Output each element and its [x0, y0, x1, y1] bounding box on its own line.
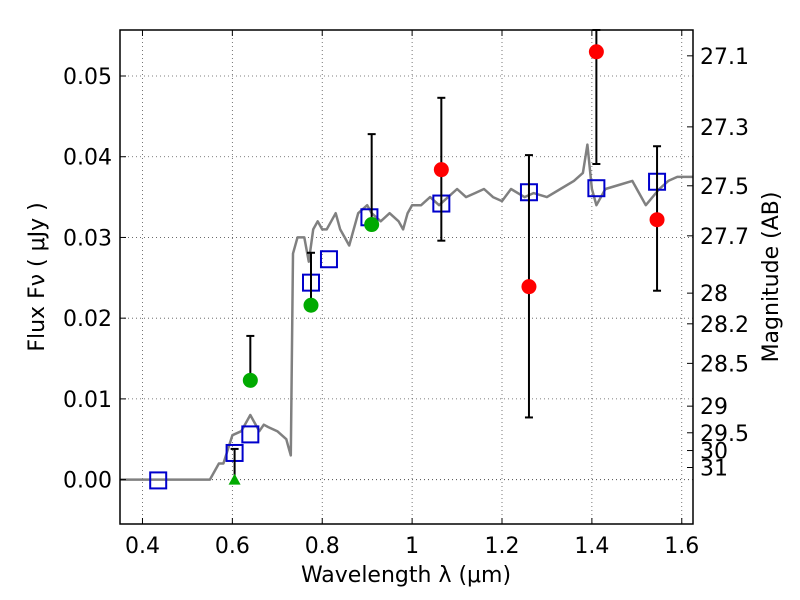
right-tick-label: 28.5	[700, 352, 749, 377]
right-tick-label: 28	[700, 282, 728, 307]
y-tick-label: 0.05	[63, 65, 112, 90]
x-tick-label: 0.4	[125, 534, 160, 559]
right-tick-label: 27.5	[700, 175, 749, 200]
right-tick-label: 27.1	[700, 45, 749, 70]
upper-limit-triangle	[228, 473, 241, 485]
observed-point-red	[588, 44, 604, 60]
plot-frame	[119, 29, 694, 525]
right-tick-label: 27.3	[700, 116, 749, 141]
y-tick-label: 0.01	[63, 388, 112, 413]
x-tick-label: 1.2	[485, 534, 520, 559]
observed-point-red	[521, 279, 537, 295]
y-tick-label: 0.02	[63, 307, 112, 332]
observed-point-red	[433, 162, 449, 178]
right-tick-label: 28.2	[700, 313, 749, 338]
right-tick-label: 31	[700, 456, 728, 481]
y-tick-label: 0.03	[63, 226, 112, 251]
model-point-square	[587, 179, 606, 198]
y-axis-label: Flux Fν ( μJy )	[25, 202, 50, 351]
x-tick-label: 1.4	[574, 534, 609, 559]
right-tick-label: 27.7	[700, 225, 749, 250]
x-tick-label: 1	[405, 534, 419, 559]
observed-point-green	[242, 372, 258, 388]
y-tick-label: 0.00	[63, 469, 112, 494]
model-spectrum-line	[120, 143, 693, 481]
model-point-square	[319, 250, 338, 269]
model-point-square	[241, 425, 260, 444]
right-tick-label: 30	[700, 440, 728, 465]
right-tick-label: 29	[700, 395, 728, 420]
x-tick-label: 0.6	[215, 534, 250, 559]
observed-point-green	[364, 217, 380, 233]
x-tick-label: 0.8	[305, 534, 340, 559]
right-tick-label: 29.5	[700, 422, 749, 447]
y-tick-label: 0.04	[63, 146, 112, 171]
observed-point-green	[303, 297, 319, 313]
y-axis-right-label: Magnitude (AB)	[759, 192, 784, 363]
observed-point-red	[649, 212, 665, 228]
x-axis-label: Wavelength λ (μm)	[301, 563, 511, 588]
x-tick-label: 1.6	[664, 534, 699, 559]
model-point-square	[149, 471, 168, 490]
